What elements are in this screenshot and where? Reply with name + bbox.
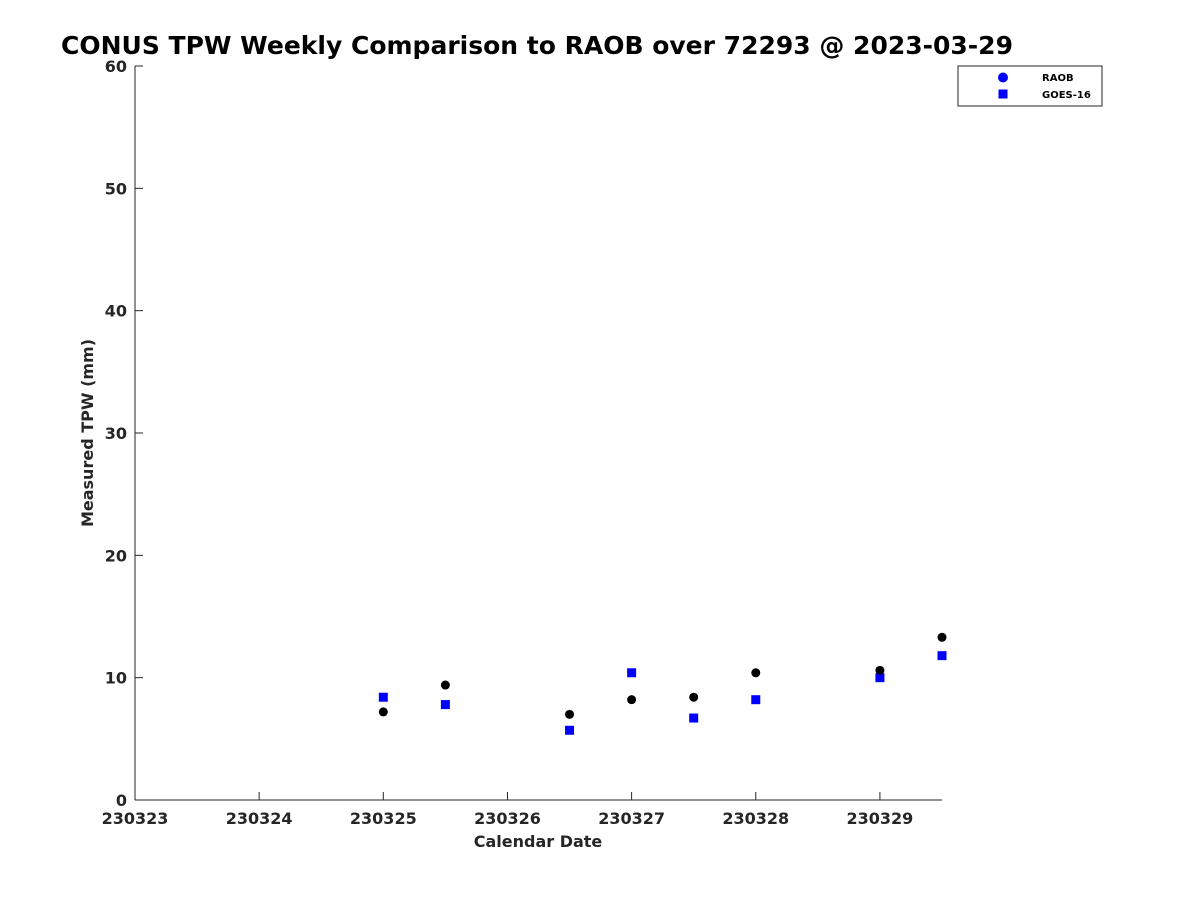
raob-point (689, 692, 699, 702)
x-axis-label: Calendar Date (474, 832, 603, 851)
legend-goes-label: GOES-16 (1042, 90, 1091, 101)
x-tick-label: 230328 (722, 809, 789, 828)
legend-raob-marker (998, 72, 1008, 83)
goes-16-point (937, 651, 947, 661)
raob-point (378, 707, 388, 717)
raob-point (627, 695, 637, 705)
goes-16-point (565, 725, 575, 735)
goes-16-point (378, 692, 388, 702)
axes (134, 66, 942, 801)
goes-16-point (689, 713, 699, 723)
x-ticks: 230323 230324 230325 230326 230327 230328 2303… (102, 792, 914, 828)
goes-16-point (440, 700, 450, 710)
y-tick-label: 10 (105, 669, 127, 688)
x-tick-label: 230329 (847, 809, 914, 828)
chart-title: CONUS TPW Weekly Comparison to RAOB over… (61, 31, 1013, 60)
y-tick-label: 0 (116, 791, 127, 810)
raob-point (751, 668, 761, 678)
x-tick-label: 230323 (102, 809, 169, 828)
legend-box (957, 65, 1103, 107)
raob-point (440, 680, 450, 690)
goes-16-point (627, 668, 637, 678)
raob-point (565, 709, 575, 719)
y-axis-label: Measured TPW (mm) (78, 339, 97, 527)
goes-16-point (875, 673, 885, 683)
x-tick-label: 230324 (226, 809, 293, 828)
raob-point (937, 632, 947, 642)
y-tick-label: 50 (105, 179, 127, 198)
legend-raob-label: RAOB (1042, 73, 1074, 84)
y-ticks: 0 10 20 30 40 50 60 (105, 57, 143, 810)
raob-point (875, 665, 885, 675)
y-tick-label: 30 (105, 424, 127, 443)
legend: RAOB GOES-16 (957, 65, 1103, 107)
y-tick-label: 60 (105, 57, 127, 76)
x-tick-label: 230327 (598, 809, 665, 828)
goes-16-point (751, 695, 761, 705)
data-points (378, 632, 947, 735)
x-tick-label: 230325 (350, 809, 417, 828)
y-tick-label: 40 (105, 302, 127, 321)
legend-goes-marker (998, 89, 1008, 99)
x-tick-label: 230326 (474, 809, 541, 828)
y-tick-label: 20 (105, 546, 127, 565)
